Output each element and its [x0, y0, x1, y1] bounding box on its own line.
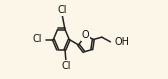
- Text: O: O: [82, 30, 89, 40]
- Text: OH: OH: [114, 37, 129, 47]
- Text: Cl: Cl: [61, 61, 71, 71]
- Text: Cl: Cl: [57, 5, 67, 15]
- Text: Cl: Cl: [32, 35, 42, 44]
